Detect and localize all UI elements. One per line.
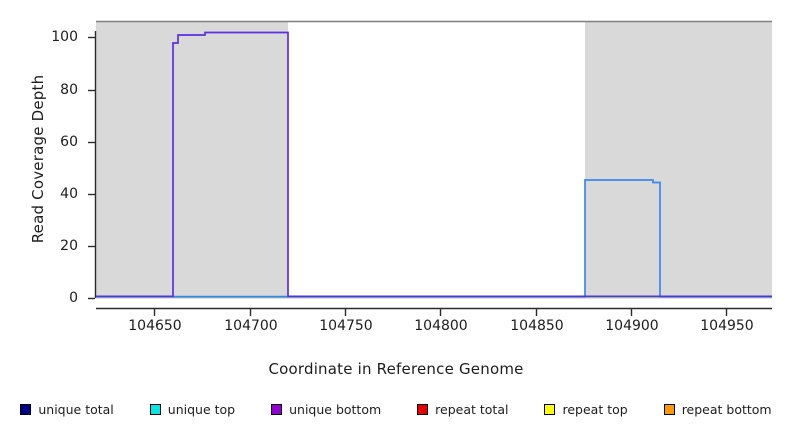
y-tick-label-100: 100 — [51, 29, 78, 45]
legend-entry-unique-total[interactable]: unique total — [20, 401, 114, 417]
shaded-region-right — [585, 21, 772, 298]
x-tick-label-104700: 104700 — [224, 318, 278, 334]
shaded-region-left — [96, 21, 288, 298]
x-tick-label-104850: 104850 — [510, 318, 564, 334]
legend-swatch-icon — [20, 403, 32, 415]
series-unique-bottom — [96, 31, 772, 298]
legend-entry-repeat-total[interactable]: repeat total — [417, 402, 508, 417]
y-tick-label-0: 0 — [69, 290, 78, 306]
x-tick-label-104800: 104800 — [414, 318, 468, 334]
legend-entry-unique-top[interactable]: unique top — [149, 401, 236, 417]
legend-swatch-icon — [544, 403, 556, 415]
y-tick-label-40: 40 — [60, 186, 78, 202]
legend-label: unique total — [38, 401, 114, 417]
x-tick-label-104900: 104900 — [605, 318, 659, 334]
chart-legend: unique total unique top unique bottom re… — [0, 398, 792, 420]
legend-entry-unique-bottom[interactable]: unique bottom — [271, 402, 381, 417]
legend-label: repeat top — [562, 401, 628, 417]
legend-entry-repeat-top[interactable]: repeat top — [544, 401, 628, 417]
x-axis-ticks — [153, 309, 728, 316]
x-tick-label-104950: 104950 — [700, 318, 754, 334]
legend-swatch-icon — [271, 403, 283, 415]
legend-label: repeat total — [435, 401, 509, 417]
y-tick-label-80: 80 — [60, 82, 78, 98]
series-unique-total — [96, 179, 772, 298]
legend-swatch-icon — [149, 403, 161, 415]
x-axis-title: Coordinate in Reference Genome — [268, 360, 524, 378]
legend-entry-repeat-bottom[interactable]: repeat bottom — [663, 401, 772, 417]
legend-label: unique bottom — [289, 401, 382, 417]
x-tick-label-104750: 104750 — [319, 318, 373, 334]
legend-swatch-icon — [663, 403, 675, 415]
y-tick-label-20: 20 — [60, 238, 78, 254]
y-axis-ticks — [88, 36, 95, 300]
legend-label: repeat bottom — [681, 401, 772, 417]
y-tick-label-60: 60 — [60, 134, 78, 150]
legend-swatch-icon — [417, 403, 429, 415]
x-tick-label-104650: 104650 — [128, 318, 182, 334]
legend-label: unique top — [167, 401, 236, 417]
